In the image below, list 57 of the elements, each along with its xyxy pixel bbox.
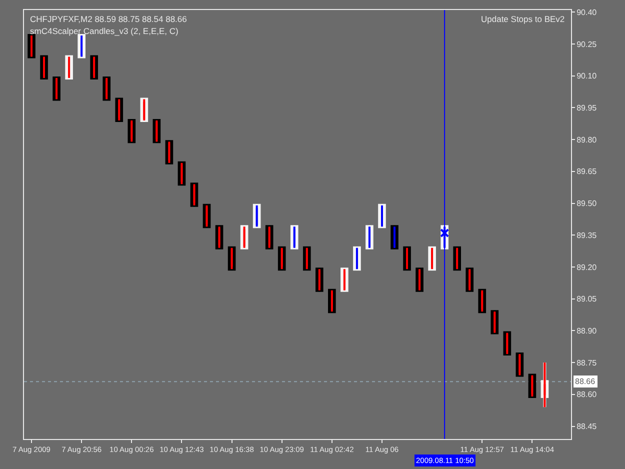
y-tick-label: 89.35 [576, 230, 598, 240]
candlestick [140, 98, 148, 122]
y-tick-label: 88.75 [576, 358, 598, 368]
y-tick-label: 89.65 [576, 167, 598, 176]
candlestick [366, 225, 374, 250]
candlestick [302, 246, 311, 271]
candlestick [378, 204, 386, 228]
text: CHFJPYFXF,M2 88.59 88.75 88.54 88.66 [30, 14, 188, 24]
candlestick [165, 140, 174, 164]
candlestick [490, 310, 499, 334]
y-tick-label: 90.25 [576, 40, 598, 49]
y-tick-label: 89.80 [576, 135, 598, 144]
candlestick [252, 204, 261, 228]
annotation: Update Stops to BEv2 [481, 14, 565, 24]
candlestick [215, 225, 224, 250]
candlestick [416, 268, 424, 292]
candlestick [328, 288, 336, 314]
candlestick [128, 118, 136, 144]
y-tick-label: 88.45 [576, 422, 598, 432]
candlestick [40, 55, 48, 80]
candlestick [240, 225, 248, 250]
text: smC4Scalper Candles_v3 (2, E,E,E, C) [30, 26, 179, 36]
candlestick [403, 246, 411, 271]
candlestick [353, 246, 361, 271]
y-tick-label: 89.20 [576, 262, 598, 272]
candlestick [178, 161, 186, 186]
candlestick [152, 118, 161, 144]
candlestick [478, 288, 486, 314]
candlestick [228, 246, 236, 271]
candlestick [115, 98, 124, 122]
candlestick [52, 76, 60, 101]
candlestick [340, 268, 348, 292]
y-tick-label: 88.90 [576, 326, 598, 336]
candlestick [466, 268, 474, 292]
candlestick [316, 268, 324, 292]
candlestick [516, 352, 524, 377]
candlestick [290, 225, 298, 250]
candlestick [390, 225, 398, 250]
y-tick-label: 89.50 [576, 199, 598, 208]
y-tick-label: 90.40 [576, 8, 598, 17]
ref-line-label: 88.66 [575, 377, 596, 386]
candlestick [90, 55, 98, 80]
candlestick [278, 246, 286, 271]
candlestick [202, 204, 211, 228]
candlestick [503, 331, 512, 356]
y-tick-label: 89.95 [576, 103, 598, 112]
candlestick [528, 374, 536, 398]
candlestick [190, 182, 198, 207]
y-tick-label: 90.10 [576, 72, 598, 81]
candlestick [428, 246, 436, 271]
y-tick-label: 89.05 [576, 294, 598, 304]
candlestick [65, 55, 73, 80]
y-tick-label: 88.60 [576, 390, 598, 400]
candlestick [540, 362, 549, 408]
candlestick [102, 76, 111, 101]
candlestick [265, 225, 274, 250]
candlestick [453, 246, 461, 271]
